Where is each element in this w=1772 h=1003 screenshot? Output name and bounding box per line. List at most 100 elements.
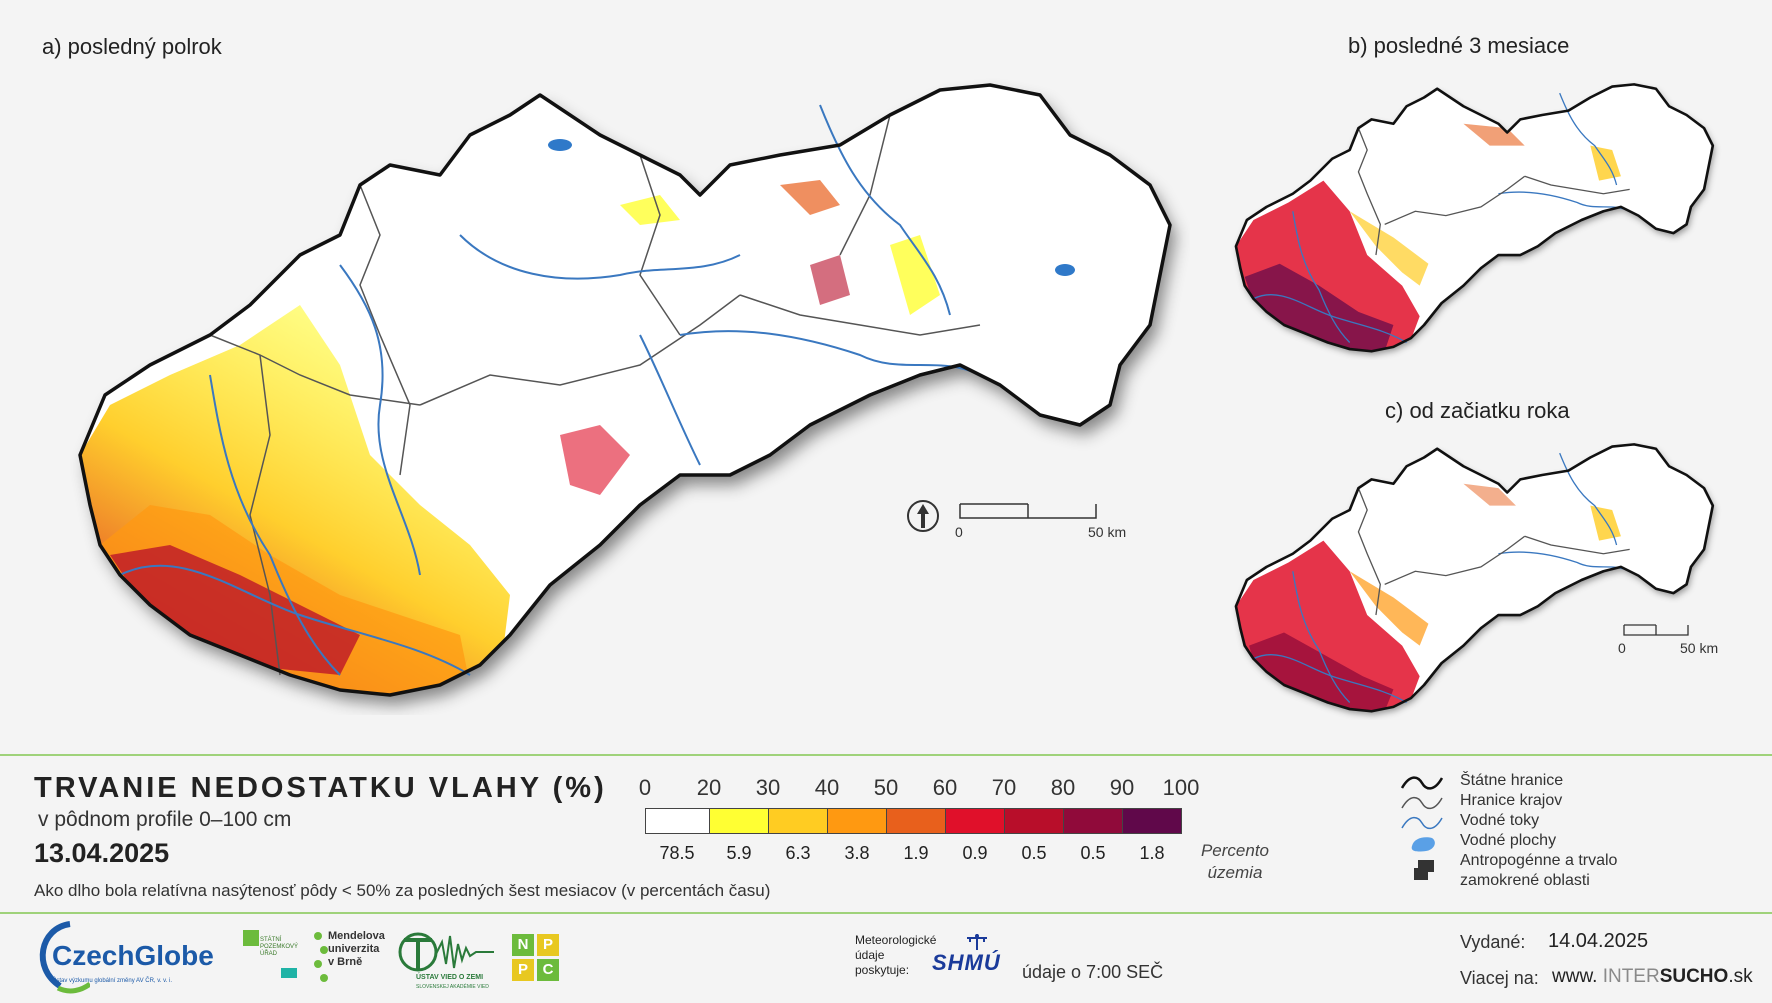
czechglobe-name: CzechGlobe — [52, 940, 214, 971]
divider-bottom — [0, 912, 1772, 914]
intersucho-link[interactable]: www. INTERSUCHO.sk — [1552, 966, 1753, 988]
nppc-logo: N P P C — [512, 934, 560, 982]
nppc-letter: N — [512, 934, 534, 956]
mendel-dots-icon — [314, 932, 328, 982]
spu-line-1: STÁTNÍ — [260, 937, 282, 943]
scale-main-start: 0 — [955, 524, 963, 540]
class-percent: 5.9 — [726, 843, 752, 863]
scale-tick: 70 — [991, 775, 1017, 800]
nppc-letter: P — [512, 959, 534, 981]
river-icon — [1401, 816, 1443, 830]
divider-top — [0, 754, 1772, 756]
nppc-letter: P — [537, 934, 559, 956]
mendel-line-2: univerzita — [328, 943, 380, 955]
more-label: Viacej na: — [1460, 968, 1539, 988]
map-panel-c — [1234, 443, 1715, 713]
site-prefix: www. — [1552, 966, 1598, 987]
scale-tick: 40 — [814, 775, 840, 800]
legend-description: Ako dlho bola relatívna nasýtenosť pôdy … — [34, 881, 771, 900]
scale-swatch-8 — [1122, 808, 1182, 834]
spu-line-2: POZEMKOVÝ — [260, 944, 299, 950]
mendel-line-1: Mendelova — [328, 930, 385, 942]
legend-date: 13.04.2025 — [34, 838, 170, 868]
met-line-3: poskytuje: — [855, 963, 910, 977]
class-percent: 1.8 — [1139, 843, 1165, 863]
spu-square-icon — [243, 930, 259, 946]
scale-swatch-4 — [886, 808, 946, 834]
anthropogenic-area-icon — [1414, 860, 1434, 880]
czechglobe-arc-icon — [39, 921, 90, 994]
percent-caption: Percento územia — [1190, 840, 1280, 884]
scale-tick: 30 — [755, 775, 781, 800]
data-time-note: údaje o 7:00 SEČ — [1022, 962, 1164, 982]
anthropogenic-label-2: zamokrené oblasti — [1460, 872, 1590, 889]
water-bodies-label: Vodné plochy — [1460, 832, 1557, 849]
seismograph-icon — [398, 932, 494, 972]
scale-tick: 80 — [1050, 775, 1076, 800]
spu-line-3: ÚŘAD — [260, 951, 278, 957]
scale-swatch-1 — [709, 808, 769, 834]
site-inter: INTER — [1602, 966, 1660, 987]
rivers-label: Vodné toky — [1460, 812, 1540, 829]
map-panel-b — [1234, 83, 1715, 353]
class-percent: 0.9 — [962, 843, 988, 863]
panel-c-title: c) od začiatku roka — [1385, 398, 1570, 423]
scale-tick: 90 — [1109, 775, 1135, 800]
issued-date: 14.04.2025 — [1548, 930, 1649, 952]
scale-small-end: 50 km — [1680, 640, 1719, 656]
scale-swatch-7 — [1063, 808, 1123, 834]
class-percent: 3.8 — [844, 843, 870, 863]
scale-swatch-2 — [768, 808, 828, 834]
class-percent: 6.3 — [785, 843, 811, 863]
scale-small-start: 0 — [1618, 640, 1626, 656]
legend-subtitle: v pôdnom profile 0–100 cm — [38, 808, 292, 831]
scale-bar-small — [1623, 624, 1689, 636]
class-percent: 0.5 — [1080, 843, 1106, 863]
uvz-logo: ÚSTAV VIED O ZEMI SLOVENSKEJ AKADÉMIE VI… — [398, 930, 498, 995]
legend-title: TRVANIE NEDOSTATKU VLAHY (%) — [34, 772, 607, 804]
north-arrow-icon — [907, 500, 939, 532]
uvz-name: ÚSTAV VIED O ZEMI — [416, 974, 484, 981]
met-line-1: Meteorologické — [855, 933, 937, 947]
panel-a-title: a) posledný polrok — [42, 34, 222, 59]
scale-tick: 100 — [1162, 775, 1200, 800]
class-percent: 0.5 — [1021, 843, 1047, 863]
anthropogenic-label-1: Antropogénne a trvalo — [1460, 852, 1618, 869]
state-border-label: Štátne hranice — [1460, 772, 1564, 789]
map-panel-a — [78, 83, 1172, 697]
percent-caption-line2: územia — [1207, 863, 1263, 882]
scale-swatch-3 — [827, 808, 887, 834]
symbol-legend: Štátne hranice Hranice krajov Vodné toky… — [1400, 770, 1700, 900]
scale-tick: 0 — [638, 775, 652, 800]
nppc-letter: C — [537, 959, 559, 981]
spu-logo: STÁTNÍ POZEMKOVÝ ÚŘAD — [243, 930, 303, 990]
water-body-icon — [1411, 837, 1435, 852]
scale-tick: 50 — [873, 775, 899, 800]
scale-swatch-6 — [1004, 808, 1064, 834]
weather-station-icon — [967, 934, 987, 950]
scale-main-end: 50 km — [1088, 524, 1127, 540]
scale-swatch-0 — [645, 808, 710, 834]
state-border-icon — [1400, 776, 1444, 790]
site-sucho: SUCHO — [1659, 966, 1729, 987]
percent-caption-line1: Percento — [1200, 841, 1270, 860]
scale-bar-main — [959, 503, 1097, 519]
shmu-logo: SHMÚ — [932, 932, 1022, 982]
scale-tick: 20 — [696, 775, 722, 800]
scale-swatch-5 — [945, 808, 1005, 834]
issued-label: Vydané: — [1460, 932, 1526, 952]
spu-text: STÁTNÍ POZEMKOVÝ ÚŘAD — [260, 937, 298, 958]
class-percent: 78.5 — [659, 843, 695, 863]
region-border-icon — [1401, 796, 1443, 810]
scale-tick: 60 — [932, 775, 958, 800]
site-suffix: .sk — [1728, 966, 1753, 987]
met-data-text: Meteorologické údaje poskytuje: — [855, 933, 936, 978]
region-border-label: Hranice krajov — [1460, 792, 1563, 809]
panel-b-title: b) posledné 3 mesiace — [1348, 33, 1570, 58]
class-percent: 1.9 — [903, 843, 929, 863]
mendel-line-3: v Brně — [328, 956, 363, 968]
met-line-2: údaje — [855, 948, 885, 962]
shmu-name: SHMÚ — [932, 950, 1001, 975]
color-scale: 0 20 30 40 50 60 70 80 90 100 78.5 5.9 6… — [620, 775, 1220, 895]
czechglobe-logo: CzechGlobe Ústav výzkumu globální změny … — [30, 918, 240, 998]
